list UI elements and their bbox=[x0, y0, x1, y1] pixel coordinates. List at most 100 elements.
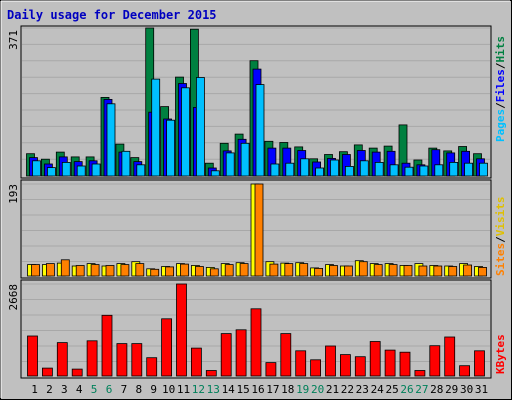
hits-pages-bar-2 bbox=[47, 167, 56, 177]
kbytes-kbytes-bar-24 bbox=[369, 341, 381, 377]
hits-pages-bar-12 bbox=[195, 77, 205, 177]
hits-pages-bar-31 bbox=[479, 162, 488, 177]
legend-kbytes: KBytes bbox=[494, 334, 507, 374]
legend-sep-3: / bbox=[494, 236, 507, 243]
day-label-17: 17 bbox=[266, 383, 279, 396]
legend-pages: Pages bbox=[494, 109, 507, 142]
hits-ymax-label: 371 bbox=[7, 30, 20, 50]
kbytes-ymax-label: 2668 bbox=[7, 284, 20, 311]
visits-ymax-label: 193 bbox=[7, 184, 20, 204]
hits-pages-bar-4 bbox=[76, 165, 86, 177]
kbytes-kbytes-bar-4 bbox=[71, 368, 83, 377]
hits-pages-bar-30 bbox=[464, 162, 474, 177]
legend-sep-1: / bbox=[494, 102, 507, 109]
visits-sites-bar-25 bbox=[388, 264, 398, 277]
visits-sites-bar-17 bbox=[269, 263, 279, 277]
hits-pages-bar-8 bbox=[136, 164, 146, 177]
day-label-19: 19 bbox=[296, 383, 309, 396]
kbytes-kbytes-bar-5 bbox=[86, 340, 98, 377]
day-label-5: 5 bbox=[91, 383, 98, 396]
kbytes-kbytes-bar-20 bbox=[310, 359, 322, 377]
kbytes-kbytes-bar-25 bbox=[384, 349, 396, 377]
visits-sites-bar-10 bbox=[165, 266, 175, 277]
hits-pages-bar-24 bbox=[374, 161, 384, 177]
day-label-2: 2 bbox=[46, 383, 53, 396]
kbytes-kbytes-bar-29 bbox=[444, 336, 456, 377]
hits-pages-bar-10 bbox=[166, 119, 176, 177]
kbytes-kbytes-bar-19 bbox=[295, 350, 307, 377]
hits-pages-bar-7 bbox=[121, 150, 131, 177]
kbytes-kbytes-bar-9 bbox=[146, 357, 158, 377]
hits-pages-bar-26 bbox=[404, 166, 414, 177]
day-label-14: 14 bbox=[222, 383, 236, 396]
hits-pages-bar-15 bbox=[240, 142, 250, 177]
day-label-3: 3 bbox=[61, 383, 68, 396]
day-label-10: 10 bbox=[162, 383, 175, 396]
kbytes-kbytes-bar-11 bbox=[176, 283, 187, 377]
visits-sites-bar-27 bbox=[418, 265, 428, 277]
day-label-9: 9 bbox=[150, 383, 157, 396]
hits-pages-bar-1 bbox=[32, 160, 41, 177]
hits-pages-bar-23 bbox=[359, 160, 369, 177]
kbytes-kbytes-bar-8 bbox=[131, 343, 143, 377]
kbytes-kbytes-bar-10 bbox=[161, 318, 173, 377]
day-labels: 1 2 3 4 5 6 7 8 9 10 11 12 13 14 15 16 17 18 19 20 21 22 23 24 2… bbox=[31, 383, 488, 396]
visits-sites-bar-3 bbox=[60, 259, 70, 277]
kbytes-kbytes-bar-12 bbox=[190, 347, 202, 377]
day-label-21: 21 bbox=[326, 383, 339, 396]
legend-sites: Sites bbox=[494, 243, 507, 276]
visits-sites-bar-18 bbox=[284, 263, 294, 277]
day-label-25: 25 bbox=[385, 383, 398, 396]
kbytes-kbytes-bar-16 bbox=[250, 308, 262, 377]
day-label-15: 15 bbox=[236, 383, 249, 396]
bars-layer bbox=[26, 27, 488, 377]
kbytes-kbytes-bar-26 bbox=[399, 351, 411, 377]
day-label-31: 31 bbox=[475, 383, 488, 396]
hits-pages-bar-21 bbox=[330, 159, 339, 177]
hits-pages-bar-11 bbox=[181, 87, 190, 177]
legend-hits: Hits bbox=[494, 36, 507, 63]
hits-pages-bar-9 bbox=[151, 78, 161, 177]
visits-sites-bar-13 bbox=[209, 268, 219, 277]
day-label-20: 20 bbox=[311, 383, 324, 396]
visits-sites-bar-26 bbox=[403, 265, 413, 277]
hits-pages-bar-17 bbox=[270, 163, 280, 177]
visits-sites-bar-31 bbox=[478, 266, 487, 277]
kbytes-kbytes-bar-17 bbox=[265, 362, 277, 377]
day-label-1: 1 bbox=[31, 383, 38, 396]
kbytes-kbytes-bar-14 bbox=[220, 333, 232, 377]
kbytes-kbytes-bar-3 bbox=[56, 342, 68, 377]
hits-pages-bar-25 bbox=[389, 164, 399, 177]
hits-pages-bar-18 bbox=[285, 162, 295, 177]
hits-pages-bar-20 bbox=[315, 167, 325, 177]
hits-legend: Pages/Files/Hits bbox=[494, 36, 507, 142]
kbytes-kbytes-bar-30 bbox=[459, 365, 471, 377]
visits-sites-bar-29 bbox=[448, 266, 458, 277]
visits-sites-bar-16 bbox=[254, 183, 264, 277]
day-label-27: 27 bbox=[415, 383, 428, 396]
day-label-16: 16 bbox=[251, 383, 264, 396]
visits-sites-bar-22 bbox=[343, 265, 353, 277]
visits-sites-bar-5 bbox=[90, 264, 100, 277]
hits-pages-bar-13 bbox=[210, 170, 220, 177]
visits-sites-bar-24 bbox=[373, 264, 383, 277]
visits-sites-bar-23 bbox=[358, 261, 368, 277]
day-label-26: 26 bbox=[400, 383, 413, 396]
kbytes-kbytes-bar-31 bbox=[474, 350, 485, 377]
kbytes-kbytes-bar-28 bbox=[429, 345, 441, 377]
kbytes-kbytes-bar-27 bbox=[414, 370, 426, 377]
visits-sites-bar-9 bbox=[150, 268, 160, 277]
day-label-13: 13 bbox=[207, 383, 220, 396]
legend-visits: Visits bbox=[494, 197, 507, 237]
visits-sites-bar-14 bbox=[224, 264, 234, 277]
day-label-4: 4 bbox=[76, 383, 83, 396]
hits-pages-bar-16 bbox=[255, 84, 265, 177]
hits-pages-bar-29 bbox=[449, 161, 459, 177]
hits-pages-bar-14 bbox=[225, 152, 235, 177]
legend-files: Files bbox=[494, 69, 507, 102]
visits-sites-bar-7 bbox=[120, 264, 130, 277]
kbytes-kbytes-bar-1 bbox=[27, 335, 38, 377]
hits-pages-bar-27 bbox=[419, 165, 429, 177]
visits-sites-bar-15 bbox=[239, 263, 249, 277]
